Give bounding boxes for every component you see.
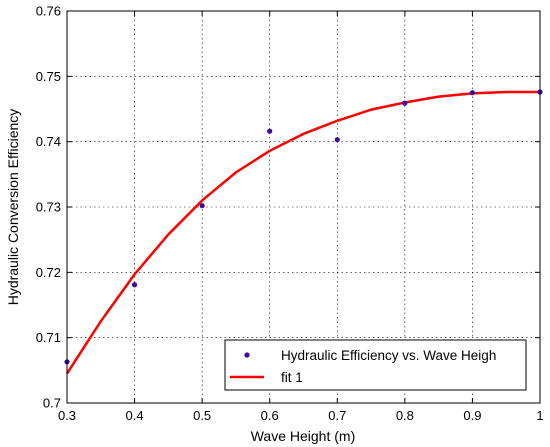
legend-label-fit: fit 1 [281, 370, 303, 385]
data-point [334, 137, 340, 143]
legend: Hydraulic Efficiency vs. Wave Heigh fit … [224, 339, 527, 391]
y-tick-label: 0.75 [36, 69, 61, 84]
y-tick-labels: 0.7 0.71 0.72 0.73 0.74 0.75 0.76 [36, 4, 61, 411]
axis-ticks [66, 10, 541, 404]
data-point [469, 90, 476, 96]
data-point [267, 128, 273, 134]
y-axis-label: Hydraulic Conversion Efficiency [5, 109, 21, 306]
data-points-layer [64, 89, 543, 365]
x-axis-label: Wave Height (m) [251, 428, 356, 444]
plot-background [67, 11, 540, 403]
x-tick-label: 0.6 [261, 408, 279, 423]
y-tick-label: 0.72 [36, 265, 61, 280]
x-tick-label: 0.8 [396, 408, 414, 423]
y-tick-label: 0.74 [36, 134, 61, 149]
x-tick-label: 0.5 [193, 408, 211, 423]
y-tick-label: 0.76 [36, 4, 61, 19]
x-tick-labels: 0.3 0.4 0.5 0.6 0.7 0.8 0.9 1 [58, 408, 544, 423]
legend-marker-points [244, 352, 250, 358]
y-tick-label: 0.7 [43, 396, 61, 411]
x-tick-label: 0.9 [463, 408, 481, 423]
data-point [131, 282, 138, 288]
x-tick-label: 0.3 [58, 408, 76, 423]
y-tick-label: 0.73 [36, 200, 61, 215]
data-point [199, 203, 205, 209]
y-tick-label: 0.71 [36, 330, 61, 345]
legend-box [224, 339, 527, 391]
fit-curve [65, 90, 540, 375]
legend-label-points: Hydraulic Efficiency vs. Wave Heigh [281, 348, 496, 363]
x-tick-label: 1 [536, 408, 543, 423]
fit-curve-layer [65, 90, 540, 375]
data-point [402, 100, 408, 106]
x-tick-label: 0.7 [328, 408, 346, 423]
x-tick-label: 0.4 [126, 408, 144, 423]
